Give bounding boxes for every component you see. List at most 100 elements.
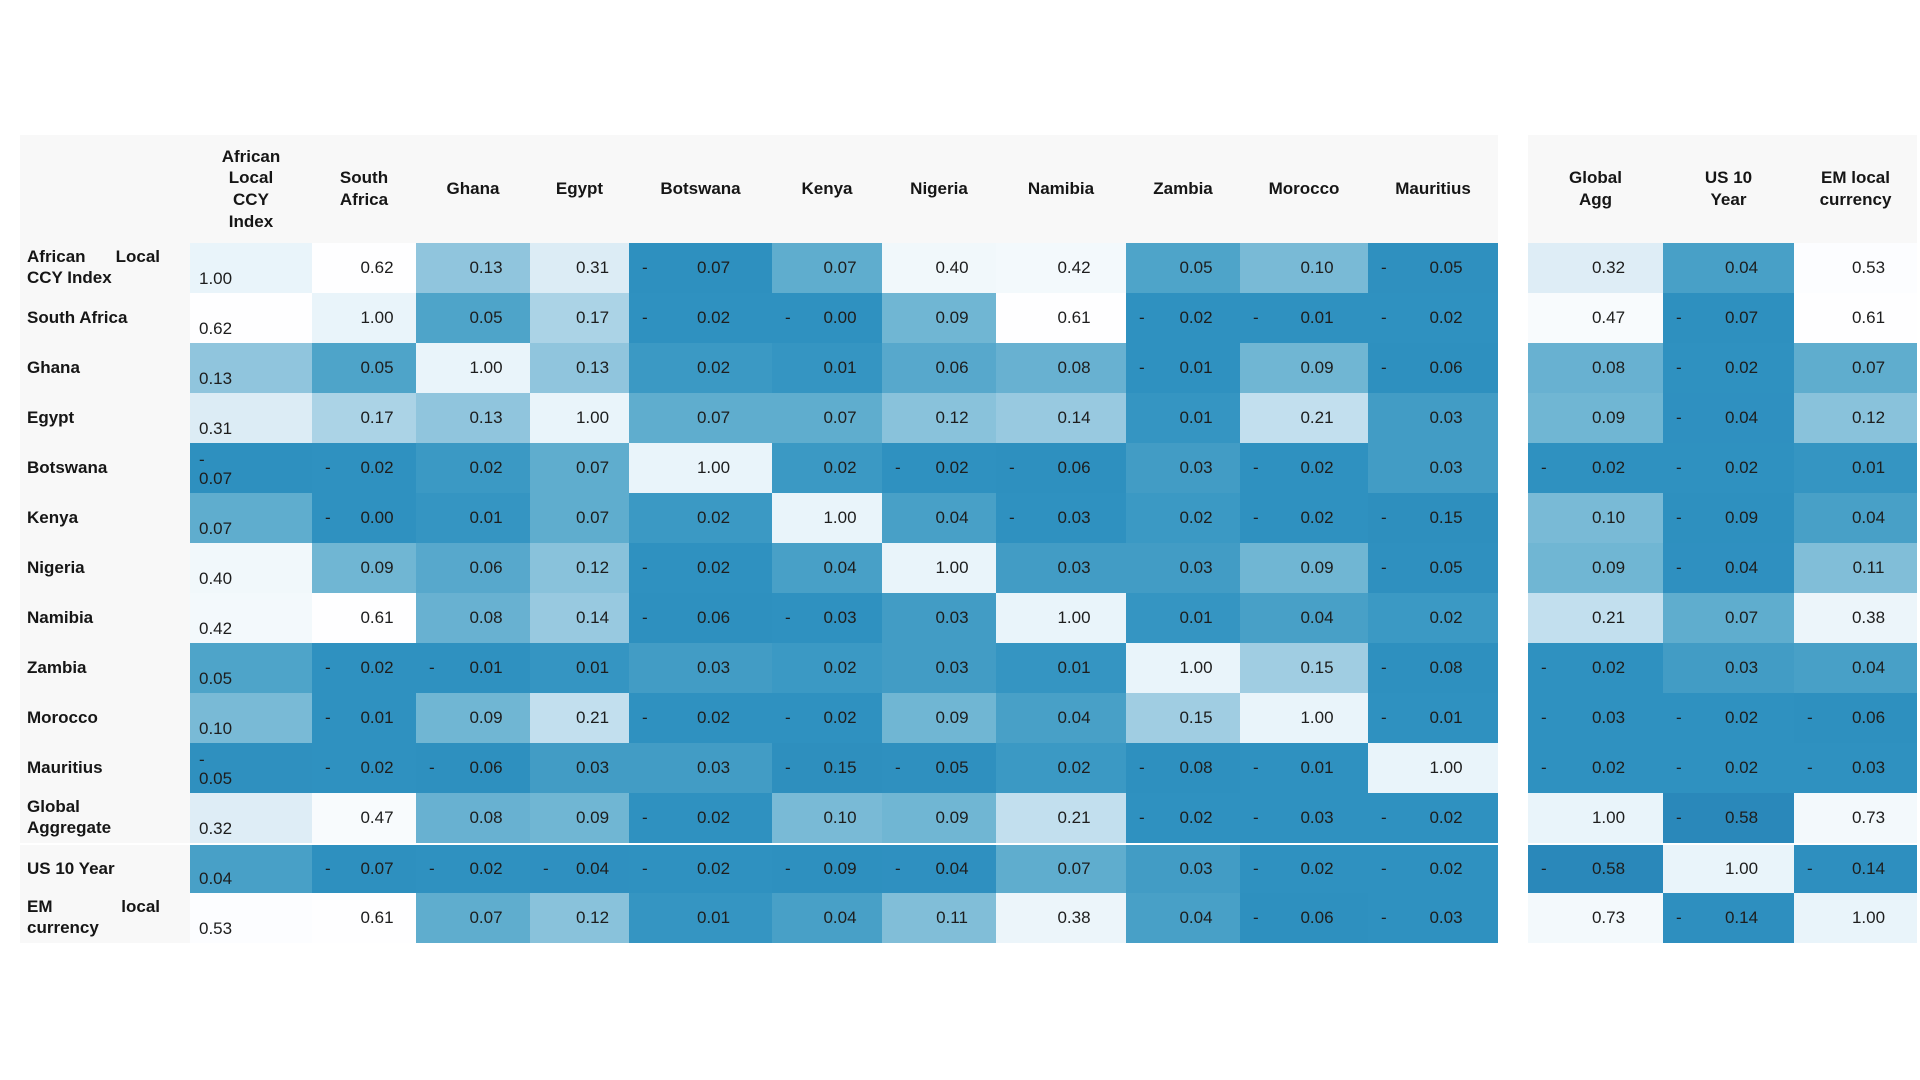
cell-em-local-currency--us-10-year: - 0.14 [1663, 893, 1794, 943]
minus-sign: - [325, 658, 331, 677]
cell-value: 0.14 [1057, 408, 1091, 427]
cell-em-local-currency--african-local-ccy-index: 0.53 [190, 893, 312, 943]
cell-mauritius--south-africa: - 0.02 [312, 743, 416, 793]
cell-value: 0.04 [935, 859, 969, 878]
cell-value: 0.08 [1429, 658, 1463, 677]
cell-african-local-ccy-index--us-10-year: 0.04 [1663, 243, 1794, 293]
cell-value: 0.13 [575, 358, 610, 377]
minus-sign: - [895, 458, 901, 477]
cell-value: 0.03 [696, 658, 731, 677]
cell-ghana--global-agg: 0.08 [1528, 343, 1663, 393]
minus-sign: - [1253, 859, 1259, 878]
minus-sign: - [1253, 908, 1259, 927]
cell-value: 1.00 [823, 508, 857, 527]
cell-mauritius--global-agg: - 0.02 [1528, 743, 1663, 793]
cell-value: 0.12 [575, 908, 610, 927]
cell-ghana--botswana: 0.02 [629, 343, 772, 393]
cell-value: 0.07 [823, 258, 857, 277]
cell-botswana--global-agg: - 0.02 [1528, 443, 1663, 493]
cell-morocco--namibia: 0.04 [996, 693, 1126, 743]
cell-us-10-year--zambia: 0.03 [1126, 843, 1240, 893]
cell-egypt--zambia: 0.01 [1126, 393, 1240, 443]
cell-value: 0.02 [1591, 658, 1626, 677]
cell-value: 0.03 [823, 608, 857, 627]
minus-sign: - [1676, 308, 1682, 327]
minus-sign: - [642, 608, 648, 627]
cell-zambia--african-local-ccy-index: 0.05 [190, 643, 312, 693]
cell-value: 0.02 [696, 708, 731, 727]
cell-value: 0.05 [199, 668, 233, 688]
cell-em-local-currency--mauritius: - 0.03 [1368, 893, 1498, 943]
cell-mauritius--namibia: 0.02 [996, 743, 1126, 793]
cell-value: 0.03 [1429, 408, 1463, 427]
cell-mauritius--morocco: - 0.01 [1240, 743, 1368, 793]
cell-value: 0.04 [823, 908, 857, 927]
cell-kenya--global-agg: 0.10 [1528, 493, 1663, 543]
cell-nigeria--nigeria: 1.00 [882, 543, 996, 593]
cell-value: 0.61 [360, 908, 394, 927]
cell-egypt--ghana: 0.13 [416, 393, 530, 443]
cell-value: 0.04 [1724, 258, 1759, 277]
cell-ghana--zambia: - 0.01 [1126, 343, 1240, 393]
cell-botswana--zambia: 0.03 [1126, 443, 1240, 493]
cell-value: 0.21 [1057, 808, 1091, 827]
cell-value: 0.14 [1851, 859, 1886, 878]
cell-value: 0.09 [360, 558, 394, 577]
cell-african-local-ccy-index--morocco: 0.10 [1240, 243, 1368, 293]
cell-nigeria--ghana: 0.06 [416, 543, 530, 593]
cell-value: 0.40 [935, 258, 969, 277]
cell-egypt--kenya: 0.07 [772, 393, 882, 443]
cell-value: 0.03 [1057, 558, 1091, 577]
cell-african-local-ccy-index--kenya: 0.07 [772, 243, 882, 293]
cell-value: 0.58 [1724, 808, 1759, 827]
minus-sign: - [1807, 758, 1813, 777]
cell-value: 0.05 [1429, 558, 1463, 577]
minus-sign: - [429, 658, 435, 677]
minus-sign: - [642, 859, 648, 878]
cell-global-aggregate--ghana: 0.08 [416, 793, 530, 843]
cell-value: 0.02 [360, 658, 394, 677]
row-label-line: Nigeria [27, 557, 85, 577]
cell-value: 0.06 [469, 558, 503, 577]
cell-value: 0.62 [360, 258, 394, 277]
cell-value: 0.02 [360, 458, 394, 477]
cell-value: 0.21 [1300, 408, 1334, 427]
cell-value: 0.61 [1851, 308, 1886, 327]
cell-em-local-currency--namibia: 0.38 [996, 893, 1126, 943]
cell-value: 0.07 [469, 908, 503, 927]
cell-value: 0.02 [1429, 608, 1463, 627]
cell-value: 0.02 [1429, 308, 1463, 327]
cell-value: 0.07 [696, 258, 731, 277]
cell-value: 0.09 [1591, 558, 1626, 577]
correlation-matrix-table: African Local CCY Index South Africa Ghana… [20, 135, 1917, 943]
cell-value: 0.10 [1591, 508, 1626, 527]
minus-sign: - [785, 859, 791, 878]
minus-sign: - [1541, 859, 1547, 878]
cell-value: 0.02 [696, 859, 731, 878]
cell-us-10-year--botswana: - 0.02 [629, 843, 772, 893]
cell-nigeria--egypt: 0.12 [530, 543, 629, 593]
cell-egypt--mauritius: 0.03 [1368, 393, 1498, 443]
column-header-em-local-currency: EM local currency [1794, 135, 1917, 243]
cell-zambia--mauritius: - 0.08 [1368, 643, 1498, 693]
minus-sign: - [1676, 708, 1682, 727]
cell-ghana--nigeria: 0.06 [882, 343, 996, 393]
cell-value: 0.08 [1591, 358, 1626, 377]
cell-em-local-currency--morocco: - 0.06 [1240, 893, 1368, 943]
cell-value: 0.06 [1851, 708, 1886, 727]
cell-morocco--zambia: 0.15 [1126, 693, 1240, 743]
cell-ghana--african-local-ccy-index: 0.13 [190, 343, 312, 393]
cell-value: 0.47 [360, 808, 394, 827]
cell-value: 0.03 [1591, 708, 1626, 727]
cell-botswana--botswana: 1.00 [629, 443, 772, 493]
cell-botswana--mauritius: 0.03 [1368, 443, 1498, 493]
cell-mauritius--african-local-ccy-index: -0.05 [190, 743, 312, 793]
cell-value: 0.10 [199, 718, 233, 738]
minus-sign: - [1139, 758, 1145, 777]
cell-value: 1.00 [575, 408, 610, 427]
cell-global-aggregate--global-agg: 1.00 [1528, 793, 1663, 843]
cell-value: 0.02 [1300, 859, 1334, 878]
cell-south-africa--african-local-ccy-index: 0.62 [190, 293, 312, 343]
minus-sign: - [429, 758, 435, 777]
cell-mauritius--ghana: - 0.06 [416, 743, 530, 793]
